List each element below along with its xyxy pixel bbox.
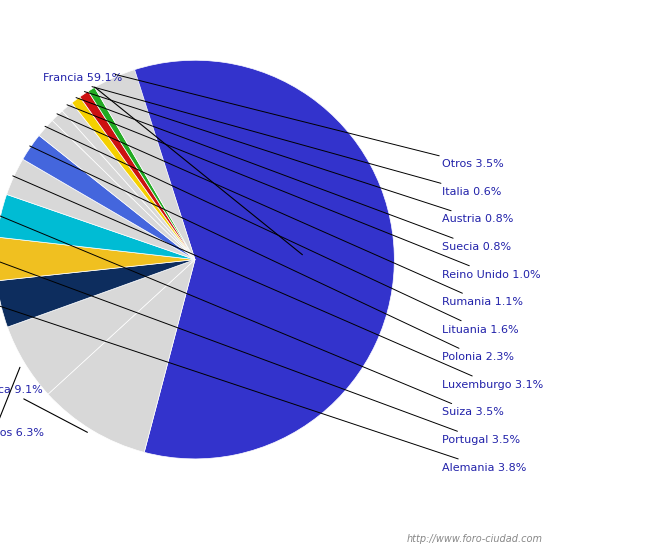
Wedge shape xyxy=(62,103,195,260)
Text: Luxemburgo 3.1%: Luxemburgo 3.1% xyxy=(13,176,543,390)
Wedge shape xyxy=(7,260,195,394)
Text: Bélgica 9.1%: Bélgica 9.1% xyxy=(0,384,87,432)
Text: Eskoriatza - Turistas extranjeros según país - Julio de 2024: Eskoriatza - Turistas extranjeros según … xyxy=(111,11,540,28)
Wedge shape xyxy=(39,120,195,260)
Wedge shape xyxy=(72,97,195,260)
Wedge shape xyxy=(133,60,395,459)
Wedge shape xyxy=(6,159,195,260)
Text: Alemania 3.8%: Alemania 3.8% xyxy=(0,306,526,472)
Wedge shape xyxy=(0,260,195,327)
Wedge shape xyxy=(0,237,195,281)
Text: Otros 3.5%: Otros 3.5% xyxy=(115,74,504,169)
Wedge shape xyxy=(52,111,195,260)
Wedge shape xyxy=(48,260,195,452)
Text: Francia 59.1%: Francia 59.1% xyxy=(44,73,302,255)
Wedge shape xyxy=(88,87,195,260)
Text: Suecia 0.8%: Suecia 0.8% xyxy=(76,97,511,252)
Text: Suiza 3.5%: Suiza 3.5% xyxy=(0,216,504,417)
Text: Países Bajos 6.3%: Países Bajos 6.3% xyxy=(0,367,44,438)
Wedge shape xyxy=(0,194,195,260)
Text: Portugal 3.5%: Portugal 3.5% xyxy=(0,260,520,445)
Text: Italia 0.6%: Italia 0.6% xyxy=(92,87,501,197)
Text: Polonia 2.3%: Polonia 2.3% xyxy=(30,146,514,362)
Text: Lituania 1.6%: Lituania 1.6% xyxy=(45,126,519,335)
Text: Austria 0.8%: Austria 0.8% xyxy=(84,91,514,224)
Wedge shape xyxy=(23,135,195,260)
Text: Reino Unido 1.0%: Reino Unido 1.0% xyxy=(67,104,541,279)
Wedge shape xyxy=(80,91,195,260)
Text: http://www.foro-ciudad.com: http://www.foro-ciudad.com xyxy=(406,535,543,544)
Wedge shape xyxy=(95,70,195,260)
Text: Rumania 1.1%: Rumania 1.1% xyxy=(57,114,523,307)
